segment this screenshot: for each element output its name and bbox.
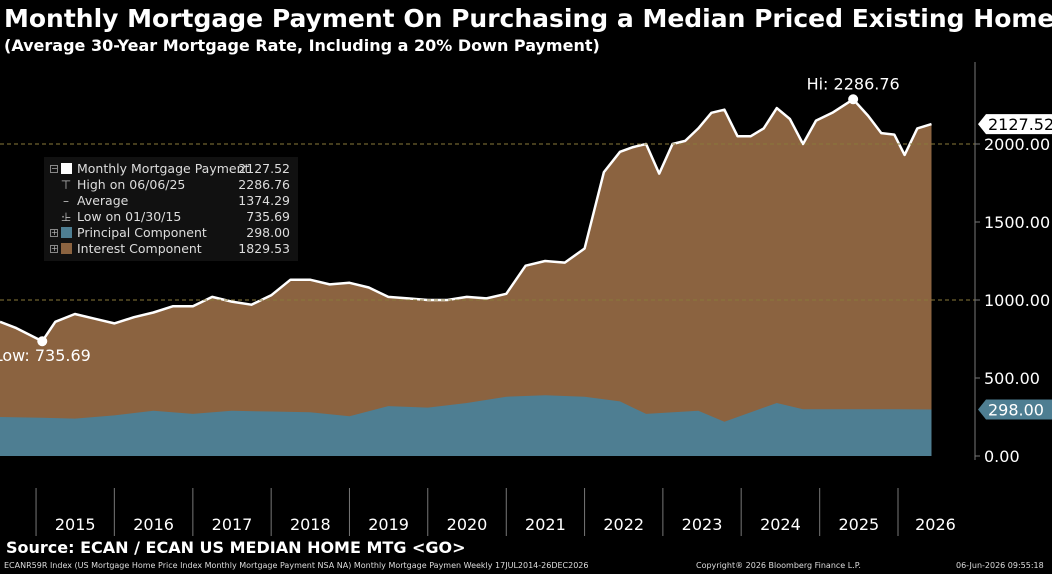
low-marker-icon: ⊥ [60, 210, 72, 224]
collapse-icon[interactable]: − [50, 164, 58, 173]
x-tick-label: 2017 [212, 515, 253, 534]
chart-legend: − Monthly Mortgage Payment 2127.52 ⊤ Hig… [44, 157, 298, 261]
x-tick-label: 2021 [525, 515, 566, 534]
legend-item-high[interactable]: ⊤ High on 06/06/25 2286.76 [44, 177, 298, 193]
chart-title: Monthly Mortgage Payment On Purchasing a… [4, 4, 1052, 33]
legend-swatch-principal [61, 227, 72, 238]
x-tick-label: 2026 [915, 515, 956, 534]
average-line-icon: –·– [61, 194, 71, 224]
expand-icon[interactable]: + [50, 244, 58, 253]
legend-item-interest[interactable]: + Interest Component 1829.53 [44, 241, 298, 257]
x-tick-label: 2015 [55, 515, 96, 534]
y-tick-label: 0.00 [984, 447, 1020, 466]
legend-label: Monthly Mortgage Payment [77, 161, 250, 176]
legend-value: 1829.53 [238, 241, 290, 256]
last-total-tag [978, 114, 1052, 135]
footer-series-info: ECANR59R Index (US Mortgage Home Price I… [4, 561, 589, 570]
x-tick-label: 2016 [133, 515, 174, 534]
x-tick-label: 2025 [838, 515, 879, 534]
legend-swatch-interest [61, 243, 72, 254]
high-point-marker [848, 94, 859, 105]
last-principal-tag [978, 399, 1052, 420]
footer-copyright: Copyright® 2026 Bloomberg Finance L.P. [696, 561, 861, 570]
legend-swatch-monthly-payment [61, 163, 72, 174]
source-line: Source: ECAN / ECAN US MEDIAN HOME MTG <… [6, 538, 466, 557]
principal-component-area [0, 395, 932, 456]
y-tick-label: 500.00 [984, 369, 1040, 388]
legend-label: Low on 01/30/15 [77, 209, 182, 224]
last-principal-value: 298.00 [988, 401, 1044, 420]
low-label: Low: 735.69 [0, 346, 91, 365]
x-tick-label: 2019 [368, 515, 409, 534]
legend-item-principal[interactable]: + Principal Component 298.00 [44, 225, 298, 241]
legend-label: High on 06/06/25 [77, 177, 186, 192]
legend-value: 298.00 [246, 225, 290, 240]
legend-value: 2286.76 [238, 177, 290, 192]
legend-label: Average [77, 193, 129, 208]
legend-value: 2127.52 [238, 161, 290, 176]
high-marker-icon: ⊤ [60, 178, 72, 192]
x-tick-label: 2020 [447, 515, 488, 534]
footer-timestamp: 06-Jun-2026 09:55:18 [956, 561, 1044, 570]
high-label: Hi: 2286.76 [807, 74, 900, 93]
legend-value: 1374.29 [238, 193, 290, 208]
monthly-payment-line [0, 98, 932, 343]
x-tick-label: 2018 [290, 515, 331, 534]
last-total-value: 2127.52 [988, 115, 1052, 134]
x-tick-label: 2022 [603, 515, 644, 534]
interest-component-area [0, 99, 932, 457]
chart-subtitle: (Average 30-Year Mortgage Rate, Includin… [4, 36, 600, 55]
legend-item-monthly-payment[interactable]: − Monthly Mortgage Payment 2127.52 [44, 161, 298, 177]
y-tick-label: 1000.00 [984, 291, 1050, 310]
low-point-marker [37, 336, 48, 347]
legend-item-low[interactable]: ⊥ Low on 01/30/15 735.69 [44, 209, 298, 225]
legend-item-average[interactable]: –·– Average 1374.29 [44, 193, 298, 224]
y-tick-label: 1500.00 [984, 213, 1050, 232]
legend-value: 735.69 [246, 209, 290, 224]
legend-label: Interest Component [77, 241, 202, 256]
legend-label: Principal Component [77, 225, 207, 240]
x-tick-label: 2024 [760, 515, 801, 534]
expand-icon[interactable]: + [50, 228, 58, 237]
x-tick-label: 2023 [682, 515, 723, 534]
y-tick-label: 2000.00 [984, 135, 1050, 154]
